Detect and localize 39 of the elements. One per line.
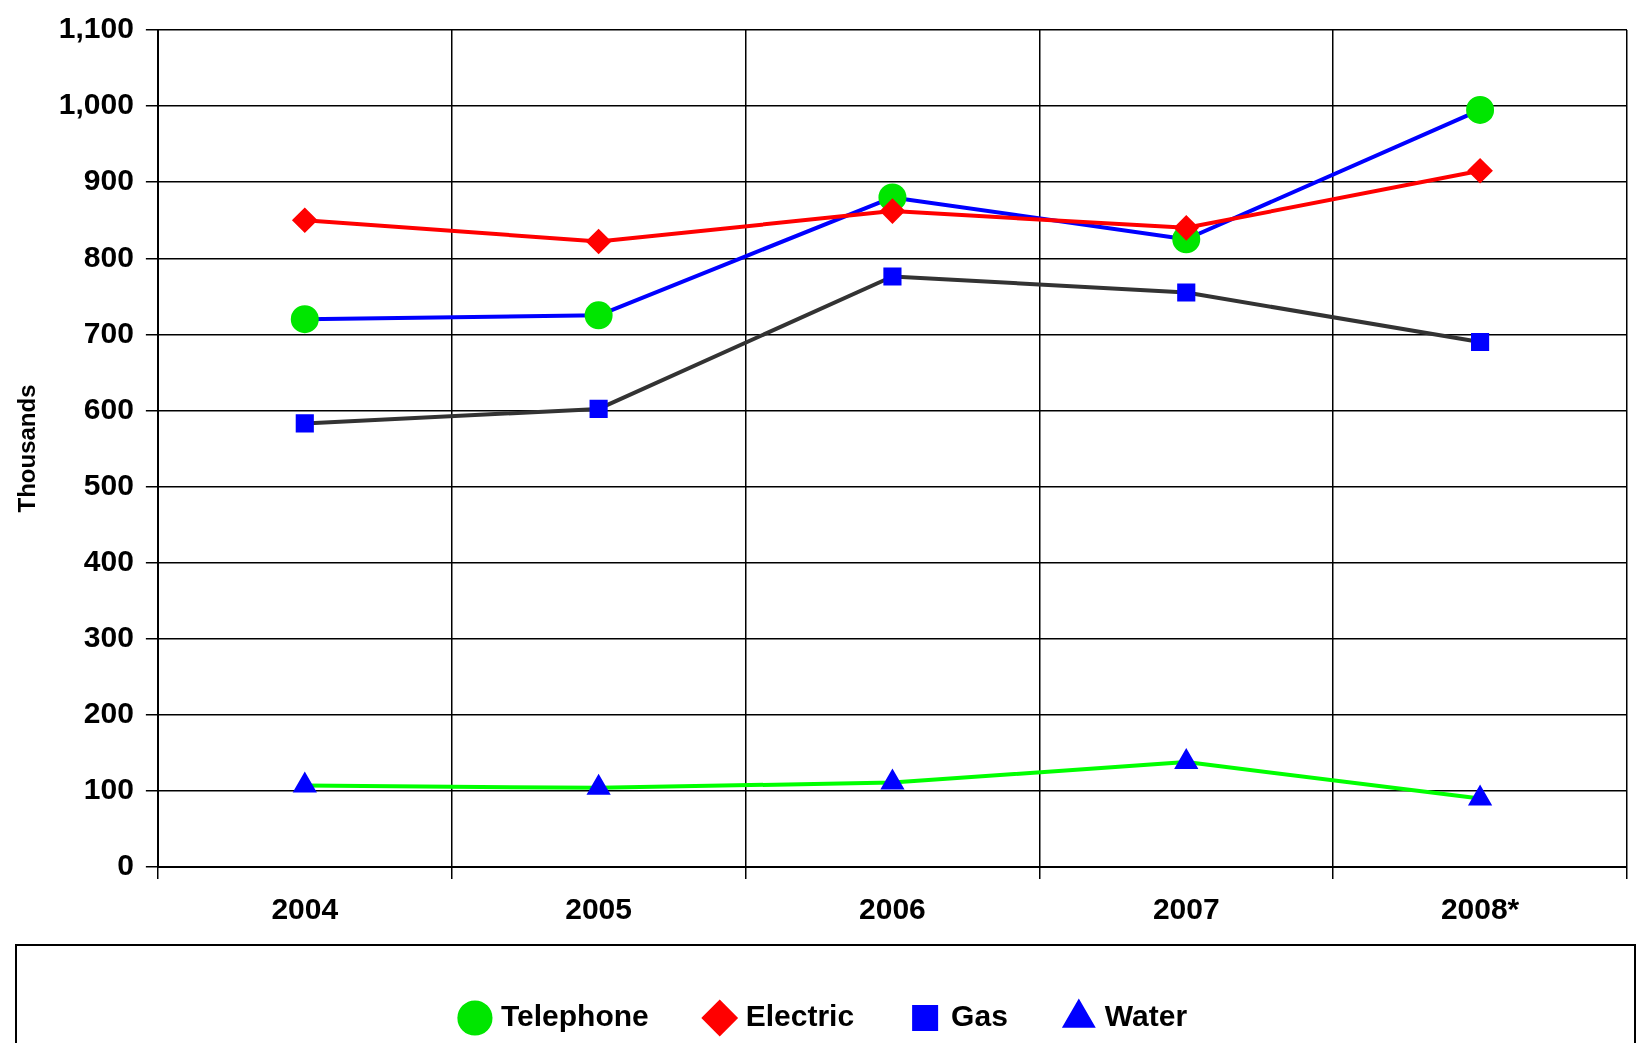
x-tick-label: 2008* <box>1440 892 1520 926</box>
y-tick-label: 500 <box>83 467 134 501</box>
y-tick-label: 600 <box>83 391 134 425</box>
point <box>1466 95 1495 124</box>
point <box>586 229 611 254</box>
point <box>584 301 613 330</box>
x-tick-label: 2006 <box>859 892 926 926</box>
x-tick-label: 2004 <box>271 892 339 926</box>
x-tick-label: 2007 <box>1152 892 1220 926</box>
point <box>290 305 319 334</box>
y-axis-title: Thousands <box>13 384 41 513</box>
point <box>589 399 608 418</box>
y-tick-label: 900 <box>83 163 134 197</box>
point <box>292 208 317 233</box>
y-tick-label: 300 <box>83 619 134 653</box>
point <box>295 414 314 433</box>
y-tick-label: 100 <box>83 772 134 806</box>
y-tick-label: 0 <box>117 848 134 882</box>
point <box>586 773 611 795</box>
point <box>883 267 902 286</box>
point <box>292 771 317 793</box>
point <box>1468 158 1493 183</box>
legend-label: Electric <box>745 999 855 1033</box>
point <box>880 199 905 224</box>
x-tick-label: 2005 <box>565 892 632 926</box>
point <box>1468 784 1493 806</box>
point <box>1177 283 1196 302</box>
y-tick-label: 700 <box>83 315 134 349</box>
y-tick-label: 200 <box>83 696 134 730</box>
legend-label: Water <box>1104 999 1188 1033</box>
y-tick-label: 400 <box>83 543 134 577</box>
y-tick-label: 1,000 <box>58 87 134 121</box>
y-tick-label: 1,100 <box>58 11 134 45</box>
point <box>880 768 905 790</box>
y-tick-label: 800 <box>83 239 134 273</box>
point <box>1471 332 1490 352</box>
legend-label: Gas <box>951 999 1008 1033</box>
point <box>1174 215 1199 240</box>
legend-label: Telephone <box>500 999 649 1033</box>
